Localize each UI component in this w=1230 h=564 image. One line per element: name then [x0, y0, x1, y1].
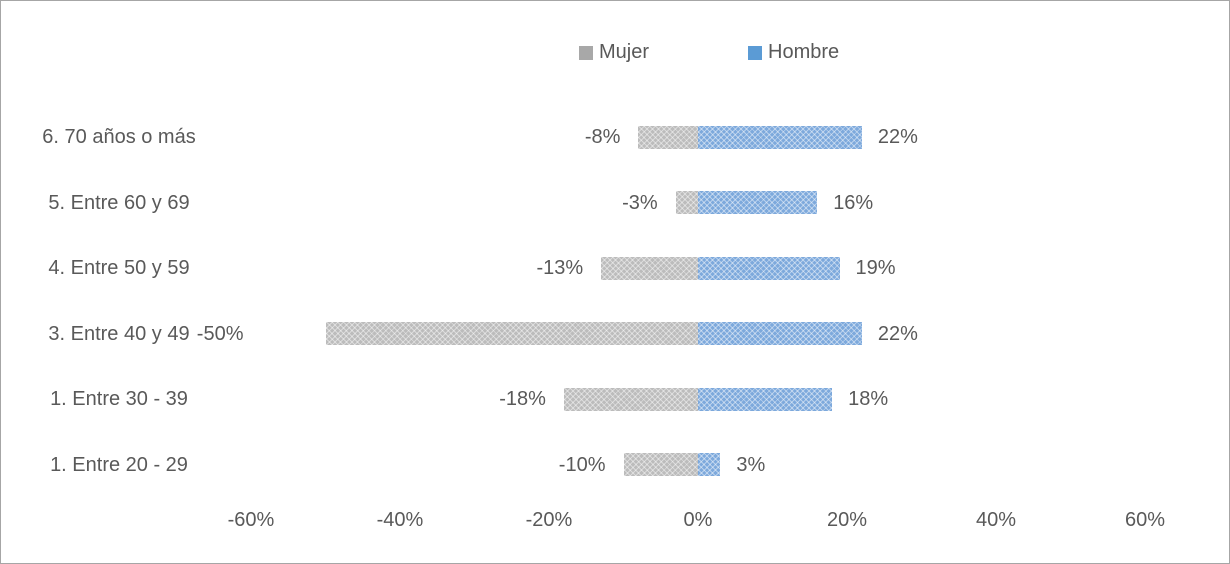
- legend-label-hombre: Hombre: [768, 41, 840, 63]
- bar-mujer: [325, 322, 698, 345]
- bar-mujer: [675, 191, 698, 214]
- data-label-mujer: -10%: [558, 453, 606, 476]
- legend-label-mujer: Mujer: [599, 41, 650, 63]
- data-label-hombre: 3%: [736, 453, 766, 476]
- legend-swatch-hombre: [748, 45, 762, 60]
- x-axis-tick-label: -20%: [525, 509, 573, 531]
- bar-mujer: [638, 125, 698, 149]
- legend-item-hombre: Hombre: [748, 41, 839, 64]
- x-axis-tick-label: -60%: [227, 509, 275, 531]
- bar-hombre: [698, 387, 833, 411]
- category-label: 4. Entre 50 y 59: [48, 257, 190, 279]
- bar-mujer: [623, 453, 698, 476]
- x-axis-tick-label: 20%: [826, 509, 868, 531]
- data-label-mujer: -13%: [536, 257, 584, 279]
- data-label-hombre: 18%: [848, 388, 889, 410]
- bar-hombre: [698, 125, 862, 149]
- x-axis-tick-label: 0%: [683, 509, 713, 531]
- data-label-hombre: 19%: [855, 257, 896, 279]
- data-label-mujer: -18%: [499, 388, 546, 410]
- bar-hombre: [698, 453, 721, 476]
- data-label-mujer: -8%: [584, 126, 621, 148]
- category-label: 1. Entre 20 - 29: [50, 453, 188, 476]
- x-axis-tick-label: 40%: [975, 509, 1017, 531]
- legend-item-mujer: Mujer: [579, 41, 649, 64]
- bar-mujer: [601, 256, 698, 280]
- category-label: 5. Entre 60 y 69: [48, 191, 190, 214]
- data-label-hombre: 22%: [877, 126, 918, 148]
- data-label-hombre: 22%: [877, 322, 918, 345]
- category-label: 3. Entre 40 y 49: [48, 322, 190, 345]
- bar-hombre: [698, 256, 840, 280]
- category-label: 6. 70 años o más: [42, 126, 196, 148]
- data-label-mujer: -50%: [196, 322, 244, 345]
- category-label: 1. Entre 30 - 39: [50, 388, 188, 410]
- data-label-mujer: -3%: [622, 191, 658, 214]
- bar-hombre: [698, 191, 818, 214]
- legend-swatch-mujer: [579, 45, 593, 60]
- bar-mujer: [563, 387, 698, 411]
- data-label-hombre: 16%: [833, 191, 874, 214]
- x-axis-tick-label: -40%: [376, 509, 424, 531]
- bar-hombre: [698, 322, 862, 345]
- x-axis-tick-label: 60%: [1124, 509, 1166, 531]
- chart-legend: Mujer Hombre: [1, 41, 1229, 67]
